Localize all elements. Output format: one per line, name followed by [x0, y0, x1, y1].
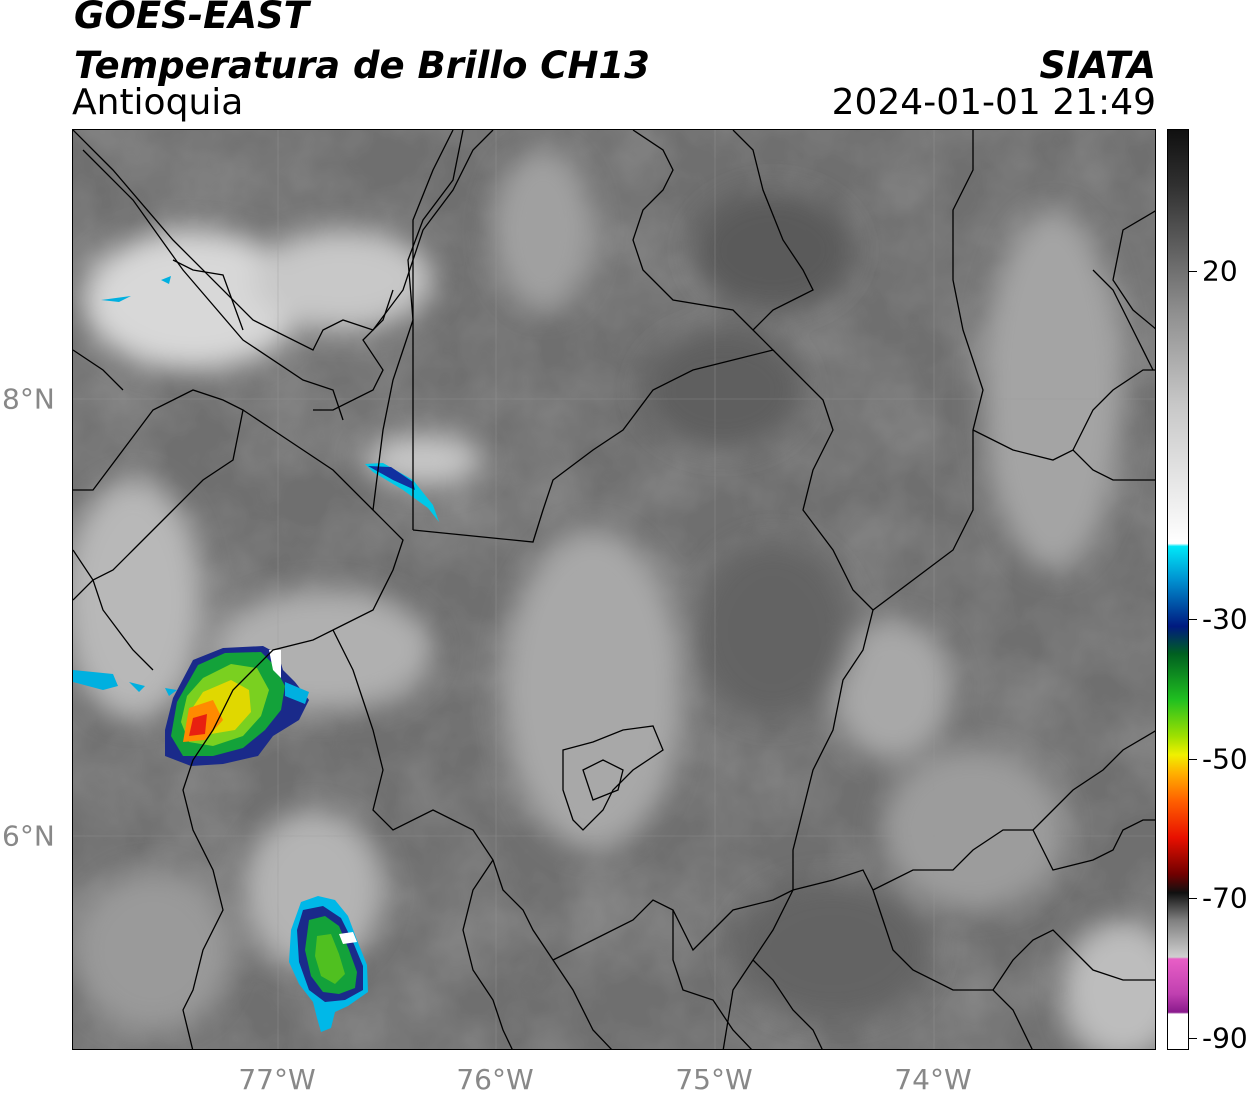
x-tick-label: 75°W — [675, 1063, 753, 1096]
x-tick-label: 74°W — [894, 1063, 972, 1096]
product-title: Temperatura de Brillo CH13 — [74, 44, 650, 87]
source-label: SIATA — [1039, 44, 1156, 87]
colorbar-tick — [1189, 898, 1197, 899]
y-tick-label: 6°N — [2, 819, 55, 853]
x-tick-label: 76°W — [456, 1063, 534, 1096]
bright-cloud-areas — [73, 150, 1155, 1049]
colorbar-label: 20 — [1202, 254, 1238, 288]
colorbar-label: -30 — [1202, 602, 1248, 636]
region-label: Antioquia — [72, 82, 244, 123]
satellite-title: GOES-EAST — [74, 0, 309, 37]
convective-cell-south — [289, 896, 368, 1032]
colorbar-tick — [1189, 759, 1197, 760]
borders — [73, 130, 1155, 1049]
graticule — [73, 130, 1155, 1049]
x-tick-label: 77°W — [238, 1063, 316, 1096]
y-tick-label: 8°N — [2, 382, 55, 416]
satellite-map[interactable] — [72, 129, 1156, 1050]
map-canvas — [73, 130, 1155, 1049]
colorbar-label: -90 — [1202, 1021, 1248, 1055]
cold-cloud-north — [101, 276, 439, 522]
colorbar-tick — [1189, 619, 1197, 620]
colorbar-label: -70 — [1202, 881, 1248, 915]
colorbar-label: -50 — [1202, 742, 1248, 776]
colorbar-tick — [1189, 1038, 1197, 1039]
colorbar — [1167, 129, 1189, 1050]
colorbar-tick — [1189, 271, 1197, 272]
datetime-label: 2024-01-01 21:49 — [831, 82, 1156, 123]
